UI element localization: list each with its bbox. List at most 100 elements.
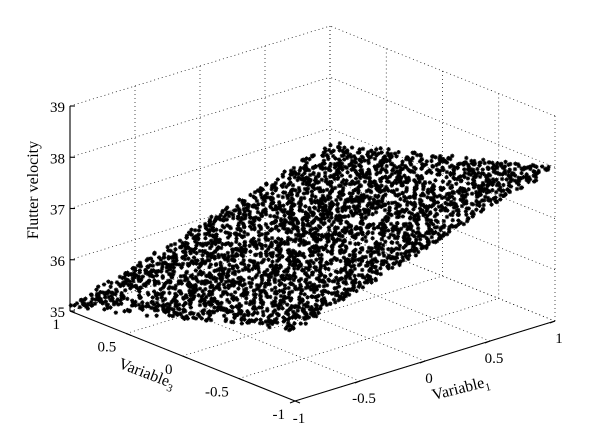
scatter-point [236,221,242,226]
scatter-point [285,302,290,307]
scatter-point [434,224,440,230]
scatter-point [434,167,440,172]
scatter-point [333,226,338,232]
scatter-point [326,225,332,230]
scatter-point [458,174,463,179]
scatter-point [275,206,280,211]
scatter-point [222,266,228,271]
scatter-point [345,153,351,159]
scatter-point [247,243,252,249]
scatter-point [394,169,400,174]
scatter-point [318,217,324,222]
scatter-point [324,283,330,288]
scatter-point [386,211,391,216]
scatter-point [446,155,451,161]
scatter-point [276,200,282,205]
scatter-point [181,295,186,301]
scatter-point [347,191,352,196]
scatter-point [353,207,358,212]
scatter-point [375,249,381,255]
scatter-point [383,239,388,245]
scatter-point [247,219,253,225]
scatter-point [113,310,119,315]
scatter-point [297,314,302,320]
scatter-point [290,309,296,314]
scatter-point [303,277,309,282]
scatter-point [161,255,166,260]
scatter-point [294,286,300,292]
scatter-point [338,183,344,188]
scatter-point [254,198,260,204]
scatter-point [375,247,381,252]
scatter-point [321,288,327,293]
scatter-point [546,164,551,170]
scatter-point [297,168,302,173]
scatter-point [278,241,283,246]
scatter-point [310,232,315,237]
scatter-point [162,251,167,257]
scatter-point [286,193,291,198]
scatter-point [174,258,179,263]
scatter-point [412,190,417,195]
scatter-point [213,234,219,239]
scatter-point [290,187,296,192]
scatter-point [385,255,390,261]
scatter-point [356,257,361,262]
scatter-point [297,237,302,243]
scatter-point [366,160,371,166]
scatter-point [273,295,278,301]
scatter-point [404,202,410,208]
grid-line [69,179,331,261]
scatter-point [428,195,434,201]
scatter-point [287,199,292,204]
scatter-point [403,189,409,194]
scatter-point [188,247,194,252]
scatter-point [158,287,163,292]
scatter-point [229,282,234,288]
scatter-point [106,288,111,294]
scatter-point [236,223,241,228]
scatter-point [354,226,359,231]
scatter-point [82,302,87,307]
scatter-point [338,258,343,264]
scatter-point [331,153,336,159]
scatter-point [160,263,165,269]
scatter-point [445,202,450,207]
scatter-point [405,226,410,232]
scatter-point [319,297,325,302]
scatter-point [207,245,213,251]
scatter-point [196,228,202,233]
scatter-point [389,200,395,206]
scatter-point [198,241,203,247]
scatter-point [297,188,302,194]
scatter-point [285,308,290,314]
scatter-point [307,156,312,162]
scatter-point [343,281,349,286]
scatter-point [191,235,196,241]
scatter-point [366,168,372,174]
scatter-point [212,275,217,280]
scatter-point [420,191,425,196]
scatter-point [296,185,302,191]
scatter-point [291,277,296,283]
scatter-point [218,213,223,218]
scatter-point [397,262,402,268]
scatter-point [362,275,367,280]
scatter-point [336,232,341,237]
scatter-point [424,208,429,214]
scatter-point [303,279,308,284]
scatter-point [216,285,222,290]
scatter-point [156,303,161,308]
scatter-point [375,185,381,190]
scatter-point [200,309,205,314]
scatter-point [242,230,247,235]
scatter-point [183,253,188,258]
scatter-point [220,223,225,229]
scatter-point [247,224,253,229]
scatter-point [350,278,355,284]
scatter-point [421,184,426,190]
scatter-point [182,278,188,283]
scatter-point [321,214,326,220]
scatter-point [166,286,172,291]
scatter-point [366,260,372,266]
